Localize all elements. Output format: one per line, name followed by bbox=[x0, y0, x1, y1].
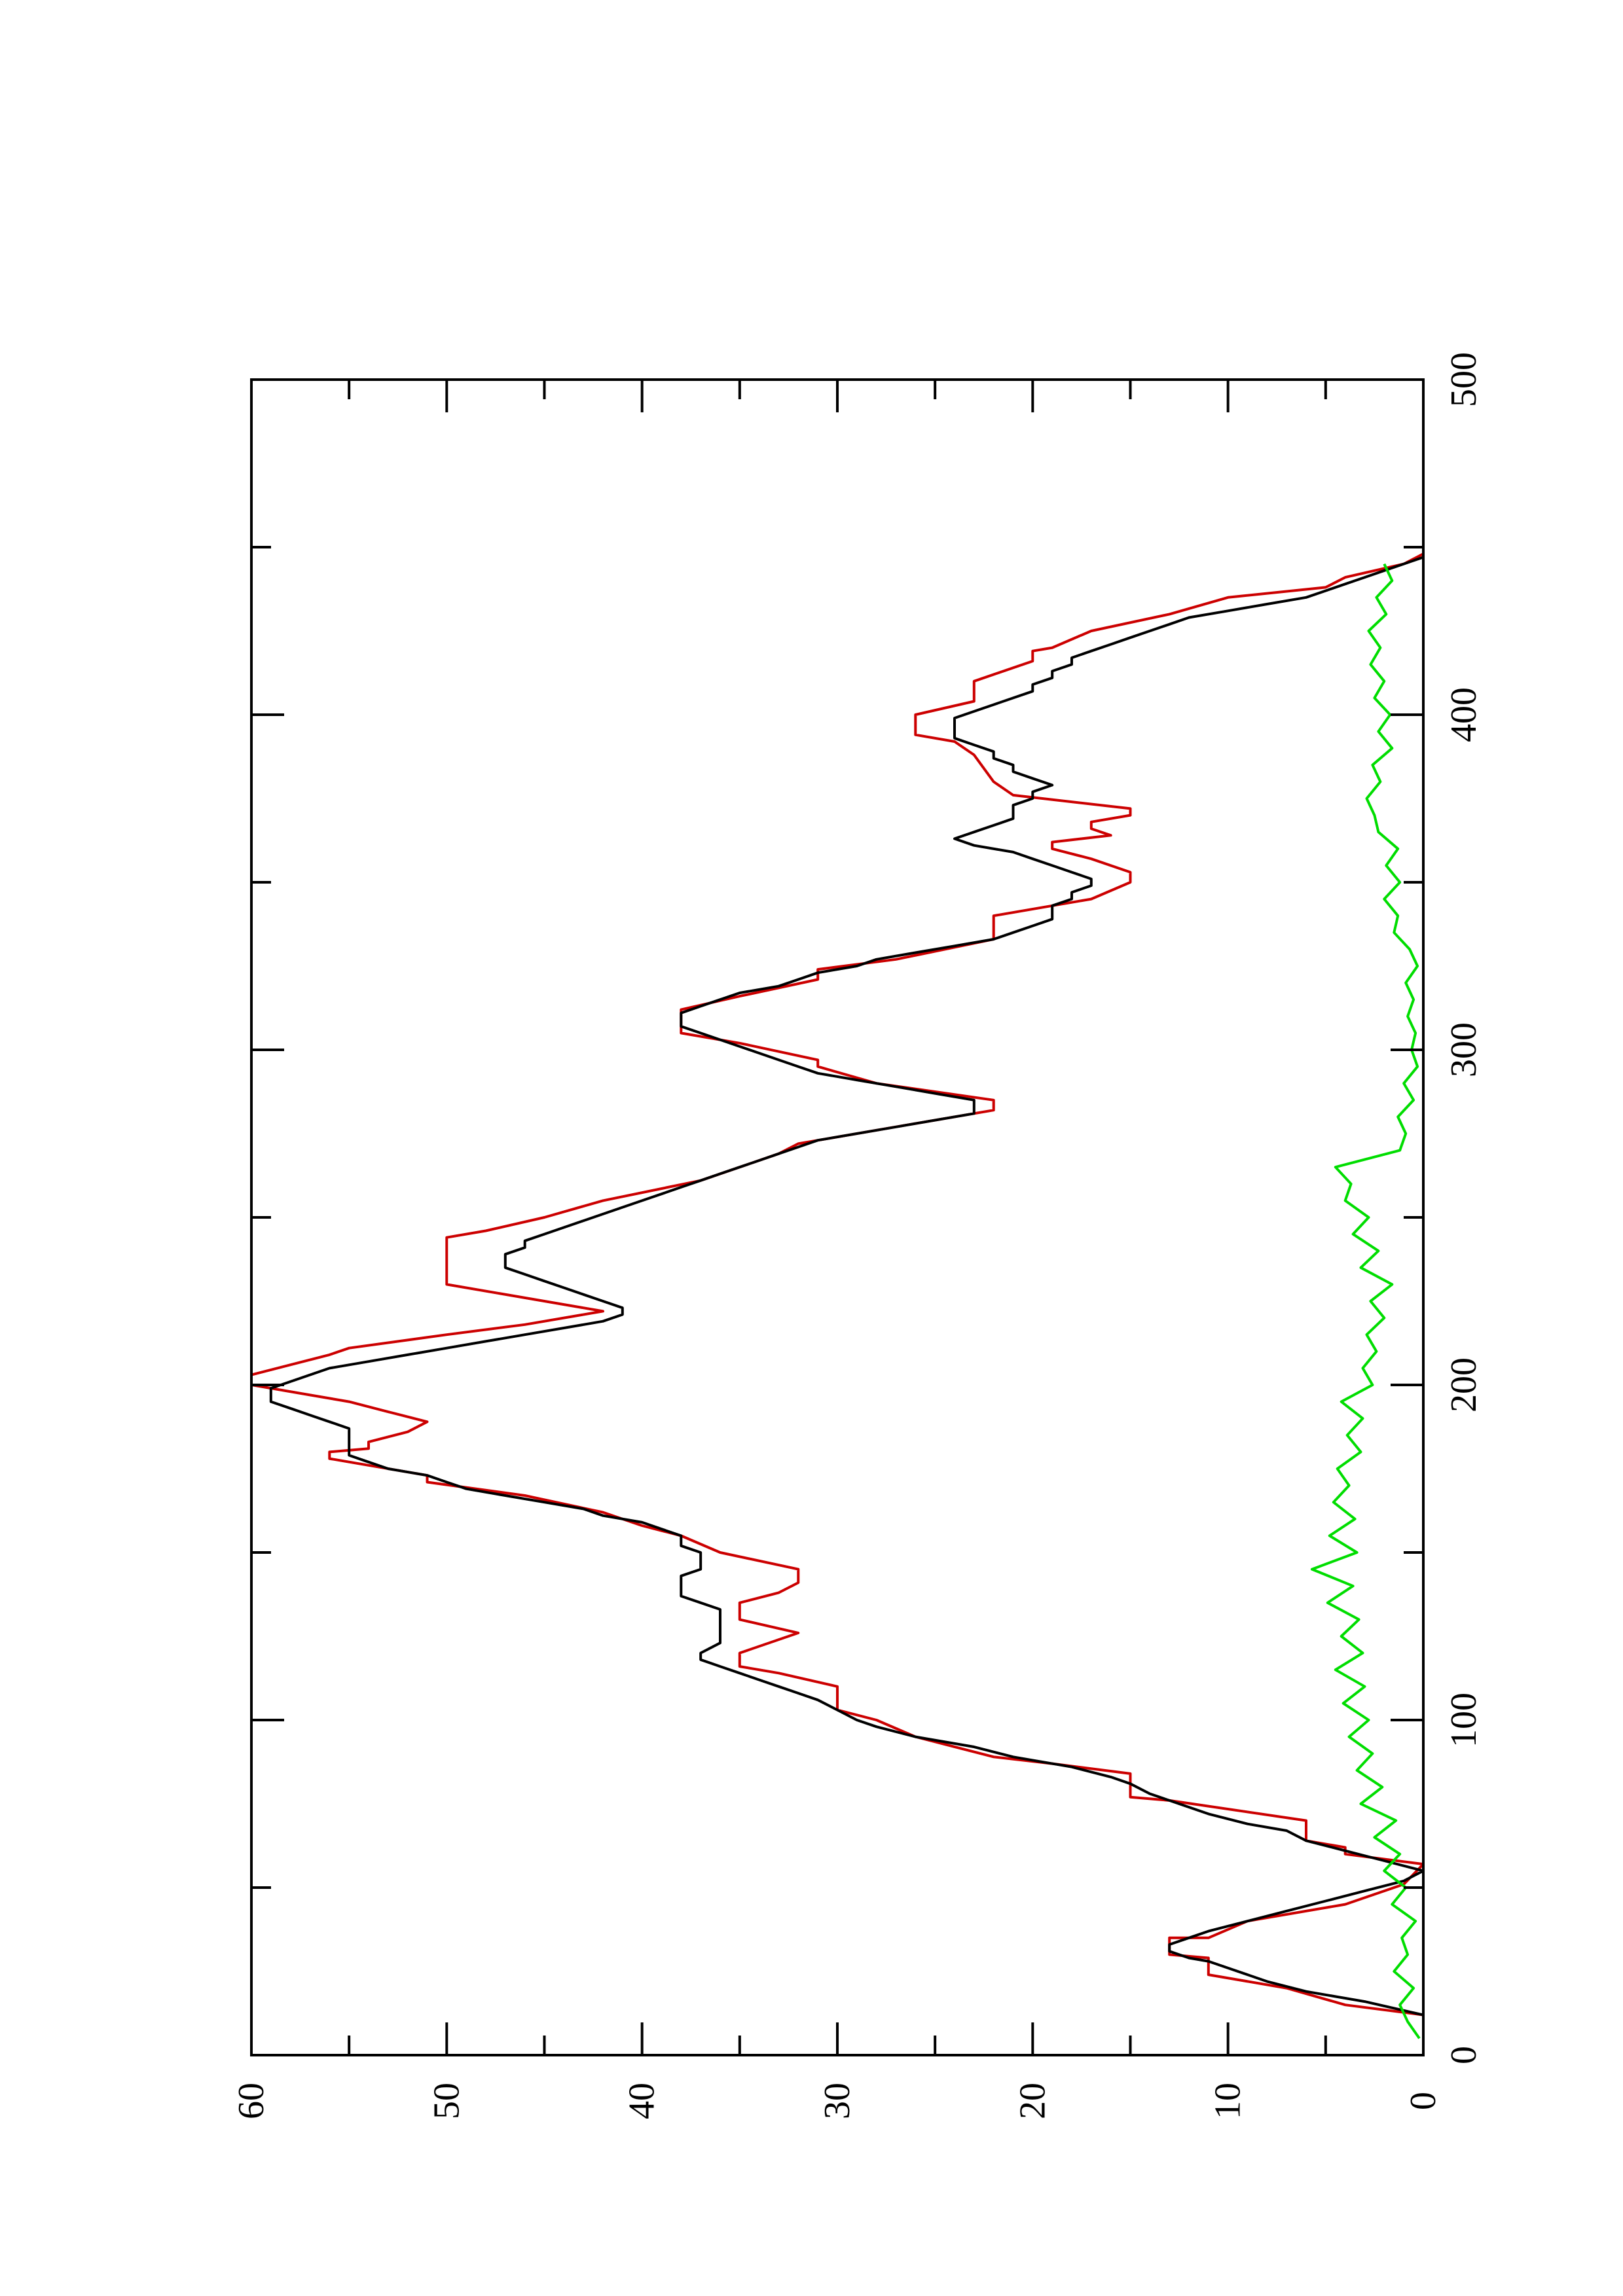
x-tick-label: 400 bbox=[1444, 687, 1484, 742]
x-tick-label: 200 bbox=[1444, 1357, 1484, 1412]
x-tick-label: 100 bbox=[1444, 1693, 1484, 1748]
y-tick-label: 40 bbox=[622, 2083, 663, 2119]
series-line-3 bbox=[1311, 563, 1421, 2039]
y-tick-label: 10 bbox=[1208, 2083, 1249, 2119]
x-tick-label: 300 bbox=[1444, 1022, 1484, 1077]
y-tick-label: 30 bbox=[817, 2083, 858, 2119]
y-tick-label: 50 bbox=[426, 2083, 467, 2119]
series-line-1 bbox=[251, 552, 1423, 2055]
plot-frame bbox=[250, 378, 1425, 2056]
x-tick-label: 0 bbox=[1444, 2046, 1484, 2064]
x-tick-label: 500 bbox=[1444, 352, 1484, 407]
series-line-2 bbox=[269, 556, 1423, 2017]
y-tick-label: 20 bbox=[1012, 2083, 1053, 2119]
y-tick-label: 0 bbox=[1403, 2092, 1444, 2110]
y-tick-label: 60 bbox=[231, 2083, 272, 2119]
